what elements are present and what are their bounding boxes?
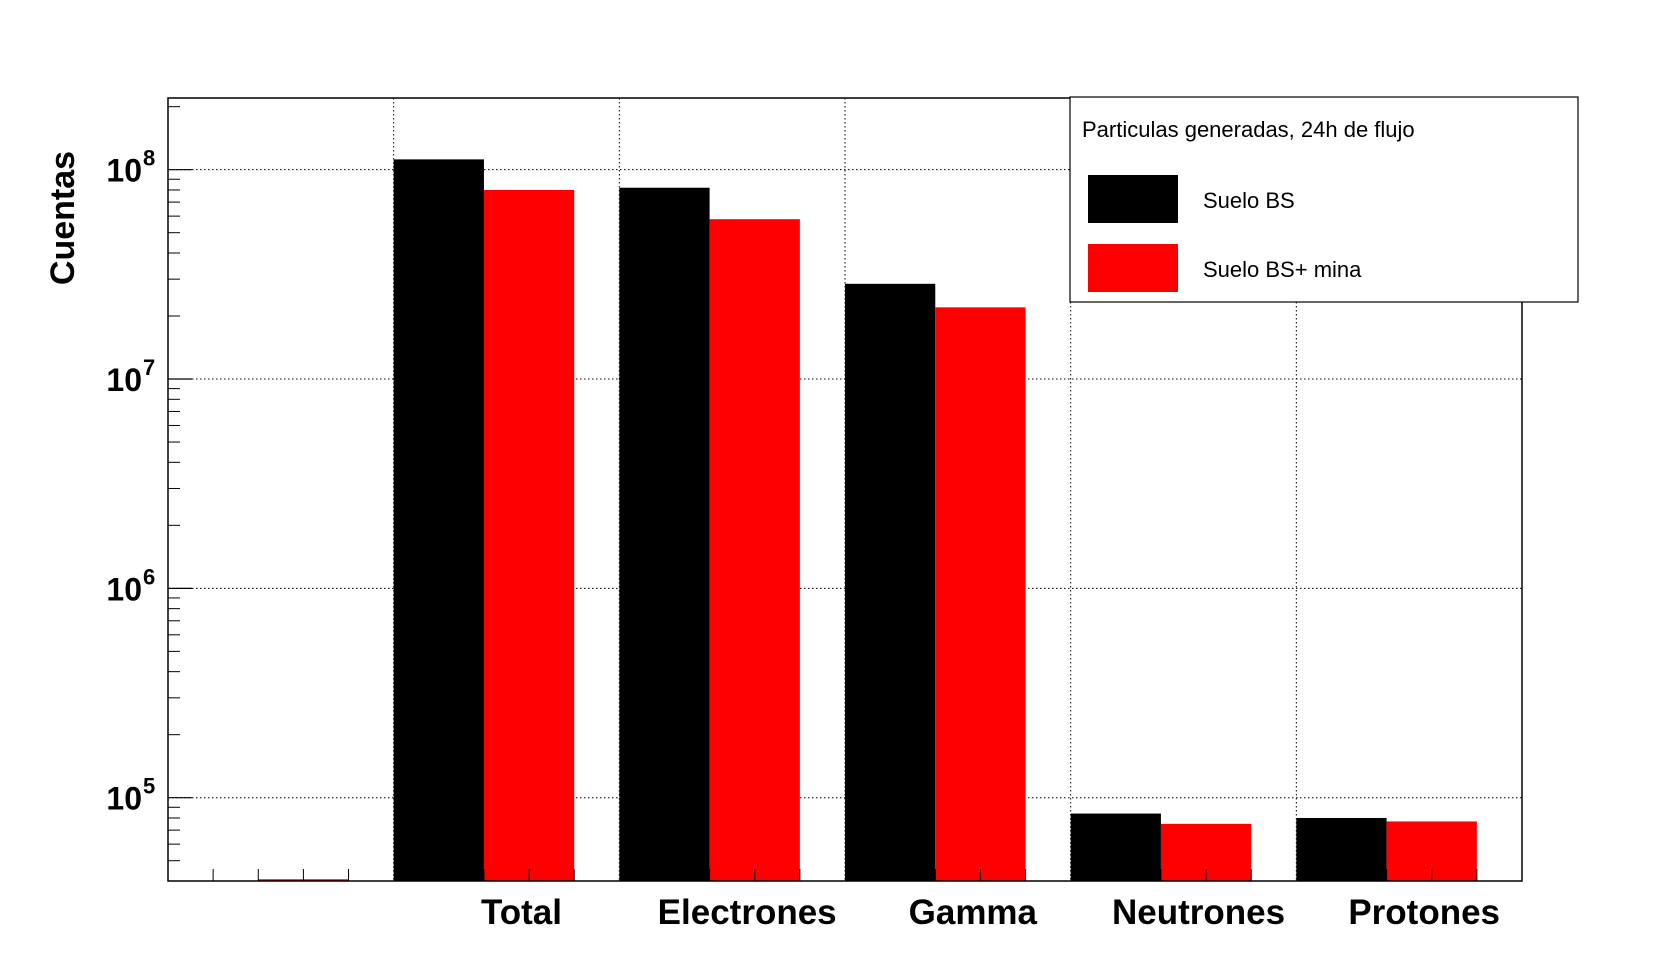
y-axis-label: Cuentas <box>44 151 82 285</box>
bar-suelo-bs-3 <box>845 283 936 882</box>
legend-swatch-suelo-bs <box>1088 175 1178 223</box>
x-tick-label-electrones: Electrones <box>658 893 837 932</box>
y-tick-base-0: 10 <box>106 781 142 817</box>
y-tick-exp-1: 6 <box>143 564 155 589</box>
legend-swatch-suelo-bs-mina <box>1088 244 1178 292</box>
y-tick-label-3: 10 8 <box>106 146 155 189</box>
y-tick-exp-3: 8 <box>143 146 155 171</box>
y-tick-base-2: 10 <box>106 362 142 398</box>
y-tick-label-0: 10 5 <box>106 774 155 817</box>
x-tick-label-total: Total <box>481 893 562 932</box>
bar-suelo-bs-mina-3 <box>935 307 1026 881</box>
y-tick-label-2: 10 7 <box>106 355 155 398</box>
y-tick-label-1: 10 6 <box>106 564 155 607</box>
legend-title: Particulas generadas, 24h de flujo <box>1082 117 1415 142</box>
x-tick-label-neutrones: Neutrones <box>1112 893 1285 932</box>
y-tick-exp-0: 5 <box>143 774 155 799</box>
bars <box>258 159 1477 882</box>
x-tick-label-gamma: Gamma <box>909 893 1038 932</box>
legend-label-suelo-bs: Suelo BS <box>1203 188 1295 213</box>
legend-label-suelo-bs-mina: Suelo BS+ mina <box>1203 257 1362 282</box>
bar-suelo-bs-mina-1 <box>483 189 575 882</box>
y-tick-exp-2: 7 <box>143 355 155 380</box>
x-tick-label-protones: Protones <box>1348 893 1500 932</box>
bar-suelo-bs-2 <box>619 187 710 881</box>
bar-suelo-bs-1 <box>393 159 484 881</box>
plot-frame <box>167 97 1523 882</box>
y-tick-base-1: 10 <box>106 571 142 607</box>
bar-suelo-bs-mina-2 <box>709 219 800 882</box>
x-axis: Total Electrones Gamma Neutrones Protones <box>212 869 1500 932</box>
y-tick-base-3: 10 <box>106 153 142 189</box>
legend: Particulas generadas, 24h de flujo Suelo… <box>1069 96 1579 303</box>
